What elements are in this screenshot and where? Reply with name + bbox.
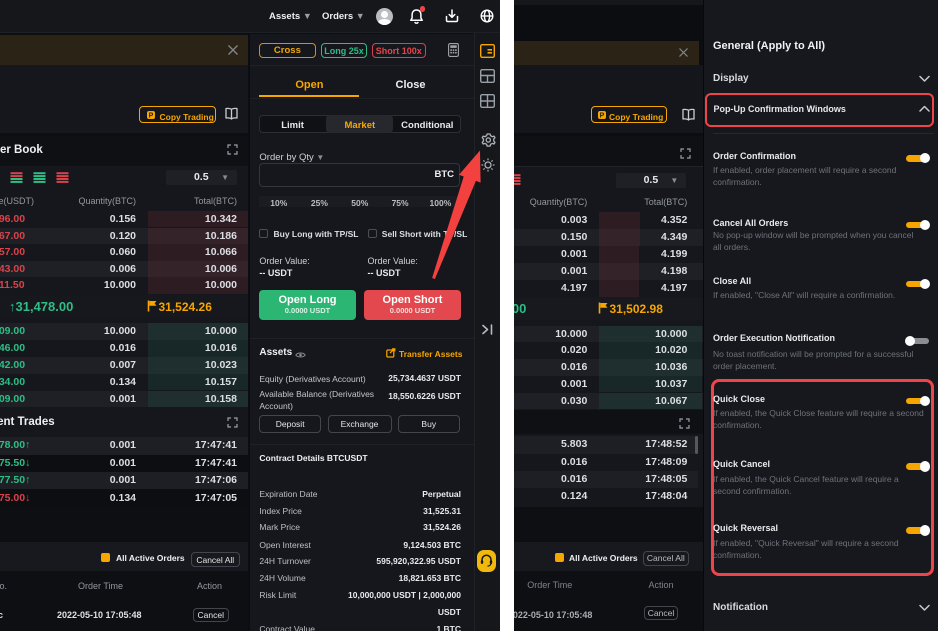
svg-text:P: P bbox=[149, 113, 154, 120]
svg-text:P: P bbox=[599, 113, 604, 120]
